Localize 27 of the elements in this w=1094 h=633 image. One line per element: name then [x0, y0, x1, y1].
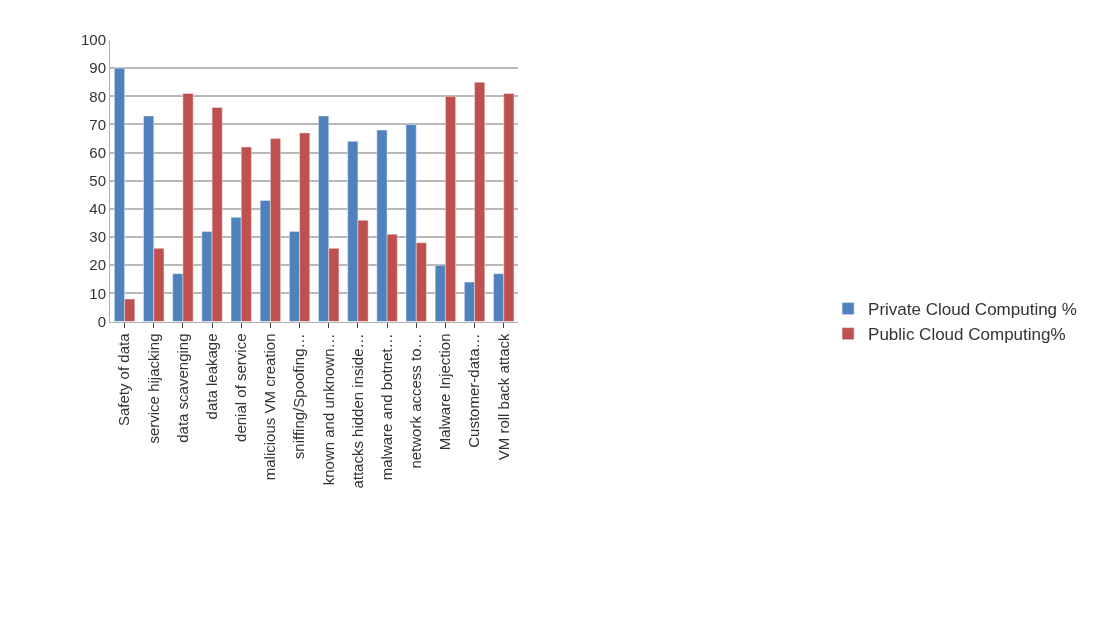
y-tick-label: 0 — [97, 312, 106, 330]
x-tick-label: Customer-data… — [465, 333, 483, 448]
x-tick-label: denial of service — [232, 333, 250, 442]
x-tick-label: known and unknown… — [319, 333, 337, 486]
y-tick-label: 80 — [89, 87, 106, 105]
y-tick-label: 100 — [80, 31, 106, 49]
x-tick-label: data leakage — [202, 333, 220, 420]
y-tick-label: 50 — [89, 172, 106, 189]
y-tick-label: 60 — [89, 143, 106, 161]
x-tick-label: Safety of data — [115, 332, 133, 427]
x-tick-label: sniffing/Spoofing… — [290, 333, 308, 460]
y-tick-label: 20 — [89, 256, 106, 274]
y-tick-label: 30 — [89, 228, 106, 246]
x-tick-label: network access to… — [407, 333, 425, 469]
x-tick-label: malware and botnet… — [377, 333, 395, 481]
x-tick-label: data scavenging — [173, 333, 191, 443]
y-tick-label: 40 — [89, 200, 106, 218]
x-tick-label: Malware Injection — [436, 333, 454, 451]
y-tick-label: 90 — [89, 59, 106, 77]
x-tick-label: VM roll back attack — [494, 333, 512, 461]
x-tick-label: service hijacking — [144, 333, 162, 444]
legend-label: Private Cloud Computing % — [868, 300, 1077, 320]
legend-label: Public Cloud Computing% — [868, 325, 1066, 345]
y-tick-label: 10 — [89, 284, 106, 302]
x-tick-label: attacks hidden inside… — [348, 333, 366, 489]
y-tick-label: 70 — [89, 115, 106, 133]
x-tick-label: malicious VM creation — [261, 333, 279, 481]
